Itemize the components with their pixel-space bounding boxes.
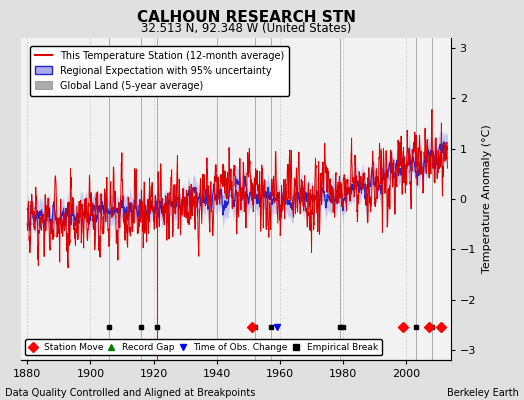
Legend: Station Move, Record Gap, Time of Obs. Change, Empirical Break: Station Move, Record Gap, Time of Obs. C… [26,339,381,356]
Text: CALHOUN RESEARCH STN: CALHOUN RESEARCH STN [137,10,356,25]
Y-axis label: Temperature Anomaly (°C): Temperature Anomaly (°C) [482,125,492,273]
Text: Data Quality Controlled and Aligned at Breakpoints: Data Quality Controlled and Aligned at B… [5,388,256,398]
Text: 32.513 N, 92.348 W (United States): 32.513 N, 92.348 W (United States) [141,22,352,35]
Text: Berkeley Earth: Berkeley Earth [447,388,519,398]
